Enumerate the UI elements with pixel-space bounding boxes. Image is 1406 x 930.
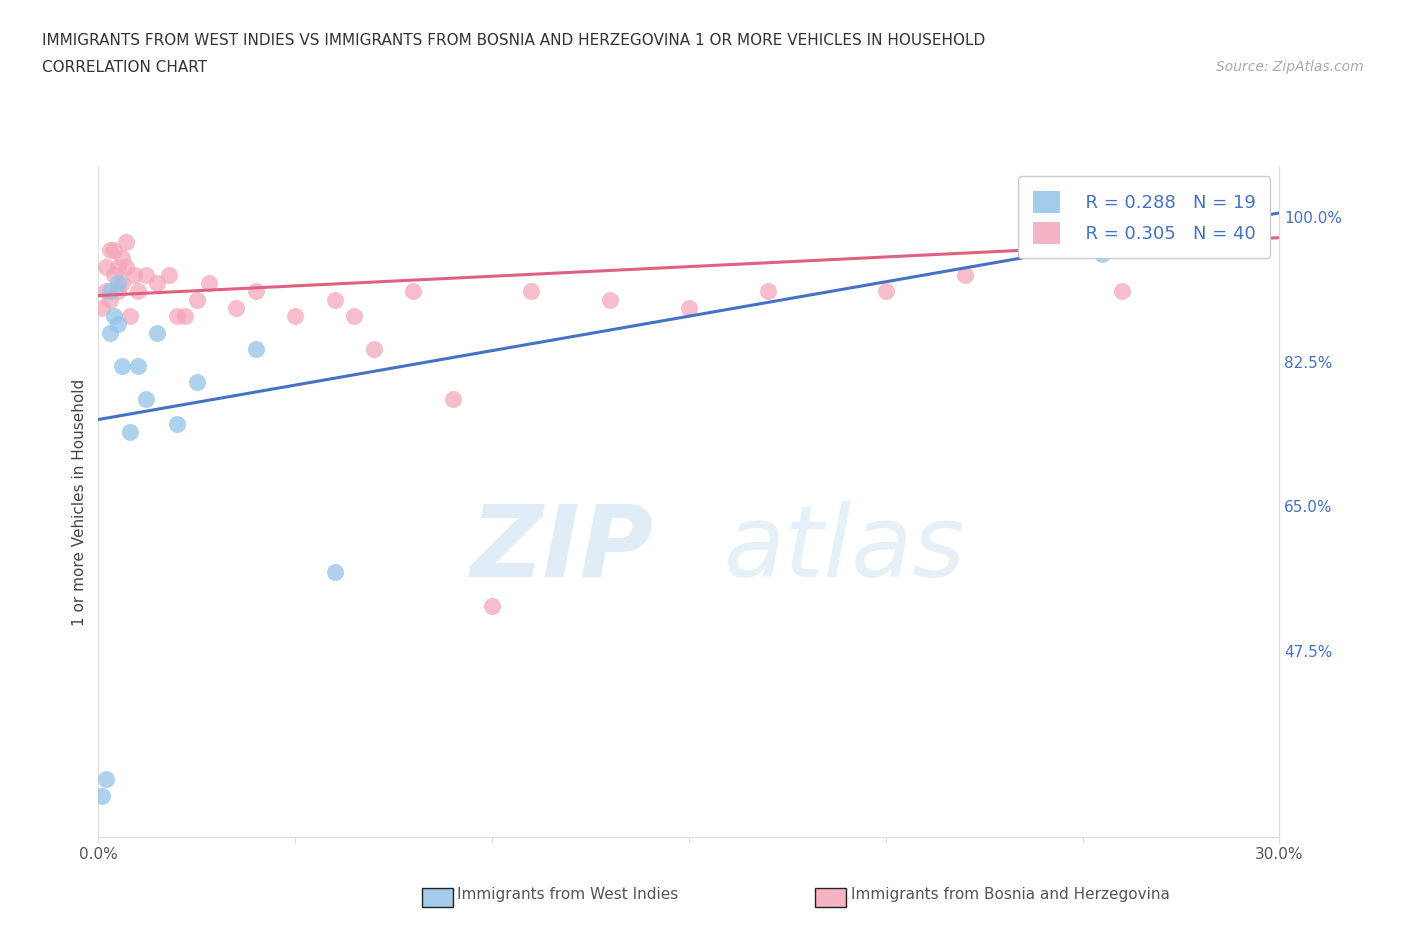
Point	[323, 292, 346, 307]
Point	[363, 342, 385, 357]
Point	[146, 326, 169, 340]
Point	[115, 234, 138, 249]
Point	[166, 417, 188, 432]
Point	[1032, 231, 1054, 246]
Point	[245, 342, 267, 357]
Point	[323, 565, 346, 580]
Point	[157, 268, 180, 283]
Point	[98, 326, 121, 340]
Point	[441, 392, 464, 406]
Point	[225, 300, 247, 315]
Text: Immigrants from Bosnia and Herzegovina: Immigrants from Bosnia and Herzegovina	[851, 887, 1170, 902]
Point	[107, 284, 129, 299]
Point	[111, 358, 134, 373]
Point	[91, 300, 114, 315]
Point	[599, 292, 621, 307]
Point	[953, 268, 976, 283]
Point	[107, 259, 129, 274]
Point	[481, 598, 503, 613]
Point	[343, 309, 366, 324]
Point	[520, 284, 543, 299]
Point	[122, 268, 145, 283]
Point	[245, 284, 267, 299]
Point	[103, 309, 125, 324]
Point	[135, 268, 157, 283]
Text: Source: ZipAtlas.com: Source: ZipAtlas.com	[1216, 60, 1364, 74]
Point	[127, 358, 149, 373]
Point	[111, 251, 134, 266]
Text: CORRELATION CHART: CORRELATION CHART	[42, 60, 207, 75]
Point	[284, 309, 307, 324]
Point	[135, 392, 157, 406]
Y-axis label: 1 or more Vehicles in Household: 1 or more Vehicles in Household	[72, 379, 87, 626]
Point	[1091, 246, 1114, 261]
Point	[127, 284, 149, 299]
Text: ZIP: ZIP	[471, 500, 654, 598]
Point	[103, 268, 125, 283]
Point	[103, 243, 125, 258]
Point	[91, 789, 114, 804]
Point	[98, 243, 121, 258]
Point	[678, 300, 700, 315]
Point	[146, 275, 169, 290]
Text: atlas: atlas	[724, 500, 966, 598]
Point	[115, 259, 138, 274]
Point	[756, 284, 779, 299]
Point	[111, 275, 134, 290]
Point	[96, 772, 118, 787]
Point	[197, 275, 219, 290]
Text: IMMIGRANTS FROM WEST INDIES VS IMMIGRANTS FROM BOSNIA AND HERZEGOVINA 1 OR MORE : IMMIGRANTS FROM WEST INDIES VS IMMIGRANT…	[42, 33, 986, 47]
Point	[118, 424, 141, 439]
Point	[96, 259, 118, 274]
Point	[98, 284, 121, 299]
Point	[1209, 209, 1232, 224]
Legend:   R = 0.288   N = 19,   R = 0.305   N = 40: R = 0.288 N = 19, R = 0.305 N = 40	[1018, 177, 1271, 259]
Point	[402, 284, 425, 299]
Point	[107, 317, 129, 332]
Point	[118, 309, 141, 324]
Point	[174, 309, 197, 324]
Point	[875, 284, 897, 299]
Point	[186, 375, 208, 390]
Point	[186, 292, 208, 307]
Point	[107, 275, 129, 290]
Text: Immigrants from West Indies: Immigrants from West Indies	[457, 887, 678, 902]
Point	[1209, 209, 1232, 224]
Point	[1111, 284, 1133, 299]
Point	[98, 292, 121, 307]
Point	[166, 309, 188, 324]
Point	[96, 284, 118, 299]
